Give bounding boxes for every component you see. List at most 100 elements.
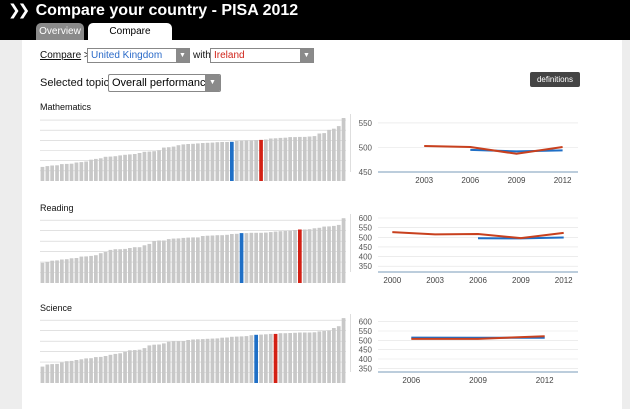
distribution-bar: [89, 255, 93, 283]
distribution-bar: [200, 236, 205, 283]
distribution-bar: [147, 345, 152, 383]
y-tick-label: 350: [359, 364, 373, 373]
distribution-bar: [132, 247, 137, 283]
distribution-bar: [268, 138, 273, 181]
distribution-bar: [113, 249, 118, 283]
y-tick-label: 400: [359, 355, 373, 364]
distribution-bar: [293, 137, 297, 181]
chevron-down-icon: ▼: [205, 75, 220, 91]
topic-label: Selected topic:: [40, 77, 113, 89]
x-tick-label: 2012: [555, 276, 573, 285]
distribution-bar: [147, 243, 152, 283]
x-tick-label: 2009: [508, 176, 526, 185]
country-b-value: Ireland: [214, 50, 245, 61]
distribution-bar: [69, 163, 74, 181]
breadcrumb-compare-link[interactable]: Compare: [40, 50, 82, 61]
distribution-bar: [283, 230, 288, 283]
distribution-bar: [244, 140, 249, 181]
distribution-bar: [123, 351, 127, 383]
distribution-bar: [220, 337, 224, 383]
distribution-bar: [205, 338, 210, 383]
country-b-select[interactable]: Ireland ▼: [210, 48, 314, 63]
tab-overview[interactable]: Overview: [36, 23, 84, 40]
distribution-bar: [113, 156, 118, 181]
x-tick-label: 2009: [469, 376, 487, 385]
distribution-bar: [50, 260, 54, 283]
distribution-bar: [336, 326, 341, 383]
distribution-bar: [220, 235, 224, 283]
distribution-bar: [322, 331, 326, 383]
distribution-bar: [220, 142, 224, 181]
distribution-bar: [191, 143, 195, 181]
distribution-bar: [74, 162, 79, 181]
distribution-bar: [45, 261, 50, 283]
distribution-bar: [94, 255, 98, 283]
distribution-bar: [298, 332, 302, 383]
distribution-bar: [225, 142, 229, 181]
distribution-bar: [234, 140, 239, 181]
distribution-bar: [200, 143, 205, 181]
y-tick-label: 600: [359, 318, 373, 327]
bar-chart-science: [40, 318, 346, 383]
distribution-bar: [89, 159, 93, 181]
distribution-bar: [327, 226, 331, 283]
distribution-bar: [103, 252, 108, 283]
distribution-bar: [113, 353, 118, 383]
distribution-bar: [288, 137, 292, 181]
distribution-bar: [205, 235, 210, 283]
distribution-bar: [55, 363, 59, 383]
y-tick-label: 450: [359, 243, 373, 252]
distribution-bar: [341, 118, 346, 181]
bar-chart-reading: [40, 218, 346, 283]
y-tick-label: 500: [359, 233, 373, 242]
distribution-bar: [317, 133, 322, 181]
distribution-bar: [332, 225, 336, 283]
x-tick-label: 2003: [426, 276, 444, 285]
distribution-bar: [108, 156, 113, 181]
distribution-bar: [94, 357, 98, 383]
distribution-bar: [264, 139, 268, 181]
distribution-bar: [259, 334, 263, 383]
distribution-bar: [322, 133, 326, 181]
distribution-bar: [181, 144, 186, 181]
country-a-bar: [254, 334, 258, 383]
distribution-bar: [152, 151, 156, 181]
distribution-bar: [196, 143, 200, 181]
distribution-bar: [327, 330, 331, 383]
distribution-bar: [79, 256, 84, 283]
distribution-bar: [288, 333, 292, 383]
tab-compare-countries[interactable]: Compare countries: [88, 23, 172, 54]
distribution-bar: [50, 364, 54, 383]
y-tick-label: 450: [359, 346, 373, 355]
topic-select[interactable]: Overall performance ▼: [108, 74, 221, 92]
country-a-value: United Kingdom: [91, 50, 163, 61]
distribution-bar: [74, 258, 79, 283]
distribution-bar: [176, 145, 181, 181]
distribution-bar: [259, 232, 263, 283]
x-tick-label: 2000: [383, 276, 401, 285]
distribution-bar: [317, 331, 322, 383]
country-b-bar: [273, 333, 278, 383]
distribution-bar: [171, 238, 176, 283]
distribution-bar: [55, 260, 59, 283]
country-b-line: [424, 145, 563, 155]
definitions-button[interactable]: definitions: [530, 72, 580, 87]
trend-chart-mathematics: 450 500 550 2003 2006 2009 2012: [350, 114, 578, 185]
distribution-bar: [132, 154, 137, 181]
distribution-bar: [273, 138, 278, 181]
distribution-bar: [45, 166, 50, 181]
distribution-bar: [132, 350, 137, 383]
distribution-bar: [98, 158, 103, 181]
country-a-select[interactable]: United Kingdom ▼: [87, 48, 190, 63]
double-chevron-icon: ❯❯: [8, 2, 30, 19]
distribution-bar: [307, 332, 312, 383]
distribution-bar: [137, 153, 142, 181]
x-tick-label: 2009: [512, 276, 530, 285]
distribution-bar: [210, 338, 215, 383]
distribution-bar: [162, 343, 166, 383]
distribution-bar: [225, 337, 229, 383]
distribution-bar: [210, 235, 215, 283]
distribution-bar: [234, 233, 239, 283]
distribution-bar: [171, 146, 176, 181]
distribution-bar: [98, 356, 103, 383]
